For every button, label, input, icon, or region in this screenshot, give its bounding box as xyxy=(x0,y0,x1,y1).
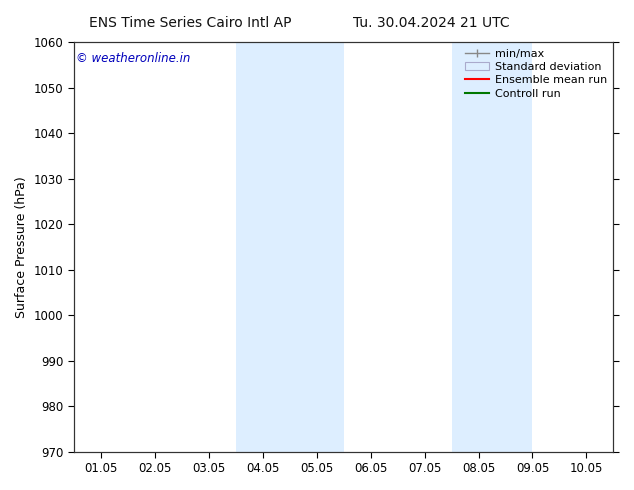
Bar xyxy=(236,42,344,452)
Bar xyxy=(451,42,533,452)
Text: ENS Time Series Cairo Intl AP: ENS Time Series Cairo Intl AP xyxy=(89,16,292,30)
Y-axis label: Surface Pressure (hPa): Surface Pressure (hPa) xyxy=(15,176,28,318)
Legend: min/max, Standard deviation, Ensemble mean run, Controll run: min/max, Standard deviation, Ensemble me… xyxy=(460,44,611,103)
Text: © weatheronline.in: © weatheronline.in xyxy=(77,52,191,65)
Text: Tu. 30.04.2024 21 UTC: Tu. 30.04.2024 21 UTC xyxy=(353,16,510,30)
